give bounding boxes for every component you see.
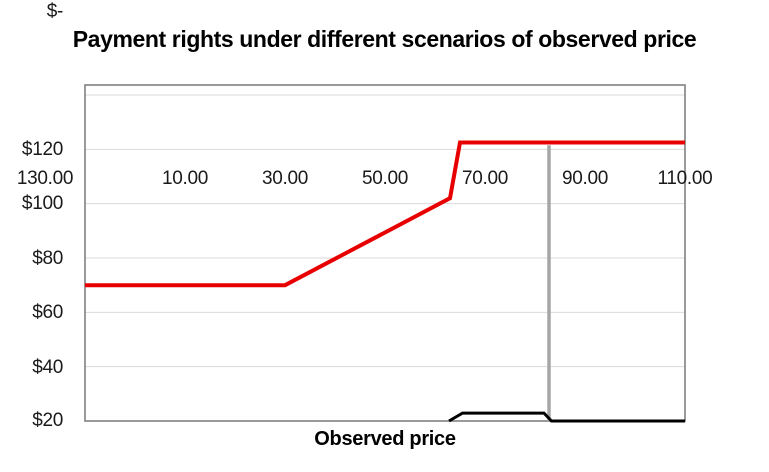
x-axis-tick-label: 30.00 <box>261 168 309 189</box>
x-axis-tick-label: 10.00 <box>161 168 209 189</box>
x-axis-tick-label: 90.00 <box>561 168 609 189</box>
x-axis-title: Observed price <box>314 428 456 450</box>
x-axis-tick-label: 130.00 <box>16 168 74 189</box>
x-axis-tick-label: 110.00 <box>657 168 713 189</box>
chart-title: Payment rights under different scenarios… <box>72 26 697 52</box>
plot-border <box>84 84 686 422</box>
y-axis-tick-label: $80 <box>32 248 63 269</box>
payment-right-black-line <box>448 411 685 423</box>
y-axis-tick-label: $120 <box>21 139 63 160</box>
y-axis-tick-label: $60 <box>32 302 63 323</box>
payment-right-red-line <box>85 140 685 288</box>
x-axis-tick-label: 50.00 <box>361 168 409 189</box>
x-axis-tick-label: 70.00 <box>461 168 509 189</box>
y-axis-tick-label: $- <box>46 1 64 22</box>
y-axis-tick-label: $40 <box>32 357 63 378</box>
y-axis-tick-label: $100 <box>21 193 63 214</box>
y-axis-tick-label: $20 <box>32 410 63 431</box>
